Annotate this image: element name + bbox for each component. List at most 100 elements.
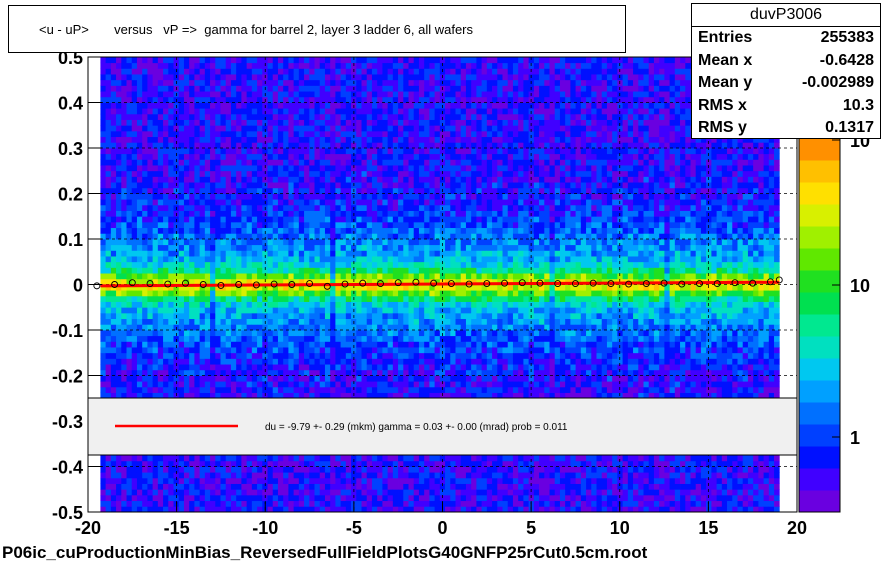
heatmap-cell (377, 364, 383, 371)
heatmap-cell (251, 358, 258, 365)
heatmap-cell (392, 250, 399, 257)
heatmap-cell (413, 102, 420, 109)
heatmap-cell (105, 381, 112, 388)
heatmap-cell (136, 358, 143, 365)
heatmap-cell (236, 193, 242, 200)
heatmap-cell (116, 267, 122, 274)
heatmap-cell (210, 335, 216, 342)
heatmap-cell (335, 187, 342, 194)
heatmap-cell (345, 307, 352, 314)
heatmap-cell (204, 96, 211, 103)
heatmap-cell (408, 261, 415, 268)
heatmap-cell (418, 233, 425, 240)
heatmap-cell (168, 130, 174, 138)
heatmap-cell (126, 301, 133, 308)
heatmap-cell (178, 284, 185, 291)
heatmap-cell (220, 239, 227, 246)
heatmap-cell (121, 364, 127, 371)
heatmap-cell (100, 466, 107, 473)
heatmap-cell (199, 85, 206, 92)
heatmap-cell (377, 57, 383, 64)
heatmap-cell (163, 375, 169, 382)
heatmap-cell (277, 159, 284, 166)
heatmap-cell (152, 91, 159, 98)
heatmap-cell (121, 148, 127, 155)
heatmap-cell (173, 455, 180, 462)
heatmap-cell (183, 307, 190, 314)
heatmap-cell (340, 358, 347, 365)
heatmap-cell (418, 352, 425, 359)
heatmap-cell (251, 62, 258, 69)
heatmap-cell (283, 125, 289, 132)
heatmap-cell (377, 381, 383, 388)
heatmap-cell (204, 199, 211, 206)
heatmap-cell (126, 364, 133, 371)
heatmap-cell (194, 483, 201, 490)
heatmap-cell (225, 199, 232, 206)
heatmap-cell (392, 153, 399, 160)
heatmap-cell (267, 79, 274, 86)
heatmap-cell (225, 290, 232, 297)
heatmap-cell (210, 142, 216, 149)
heatmap-cell (314, 57, 321, 64)
heatmap-cell (403, 267, 409, 274)
heatmap-cell (288, 489, 295, 496)
heatmap-cell (220, 472, 227, 479)
heatmap-cell (163, 290, 169, 297)
heatmap-cell (178, 352, 185, 359)
heatmap-cell (361, 142, 368, 149)
heatmap-cell (283, 199, 289, 206)
heatmap-cell (382, 256, 389, 263)
heatmap-cell (126, 239, 133, 246)
heatmap-cell (330, 187, 336, 194)
heatmap-cell (163, 142, 169, 149)
heatmap-cell (136, 318, 143, 325)
heatmap-cell (183, 358, 190, 365)
heatmap-cell (183, 460, 190, 467)
heatmap-cell (298, 79, 305, 86)
heatmap-cell (225, 500, 232, 507)
heatmap-cell (424, 295, 430, 302)
heatmap-cell (121, 500, 127, 507)
heatmap-cell (403, 358, 409, 365)
heatmap-cell (413, 273, 420, 280)
heatmap-cell (277, 381, 284, 388)
heatmap-cell (382, 347, 389, 354)
heatmap-cell (377, 125, 383, 132)
heatmap-cell (319, 324, 326, 331)
heatmap-cell (398, 239, 404, 246)
heatmap-cell (183, 364, 190, 371)
heatmap-cell (110, 85, 117, 92)
heatmap-cell (366, 318, 373, 325)
heatmap-cell (110, 256, 117, 263)
heatmap-cell (309, 159, 315, 166)
heatmap-cell (366, 250, 373, 257)
heatmap-cell (340, 369, 347, 376)
heatmap-cell (288, 142, 295, 149)
heatmap-cell (183, 85, 190, 92)
heatmap-cell (210, 119, 216, 126)
heatmap-cell (246, 57, 253, 64)
heatmap-cell (309, 290, 315, 297)
heatmap-cell (257, 472, 263, 479)
heatmap-cell (241, 136, 248, 143)
heatmap-cell (173, 483, 180, 490)
heatmap-cell (418, 261, 425, 268)
heatmap-cell (257, 312, 263, 320)
heatmap-cell (199, 483, 206, 490)
heatmap-cell (309, 466, 315, 473)
heatmap-cell (361, 466, 368, 473)
heatmap-cell (267, 312, 274, 320)
heatmap-cell (340, 221, 347, 229)
heatmap-cell (356, 74, 362, 81)
heatmap-cell (157, 312, 164, 320)
heatmap-cell (152, 330, 159, 337)
heatmap-cell (413, 85, 420, 92)
heatmap-cell (230, 352, 237, 359)
heatmap-cell (335, 358, 342, 365)
heatmap-cell (100, 330, 107, 337)
heatmap-cell (309, 125, 315, 132)
heatmap-cell (183, 352, 190, 359)
heatmap-cell (251, 483, 258, 490)
heatmap-cell (246, 165, 253, 172)
